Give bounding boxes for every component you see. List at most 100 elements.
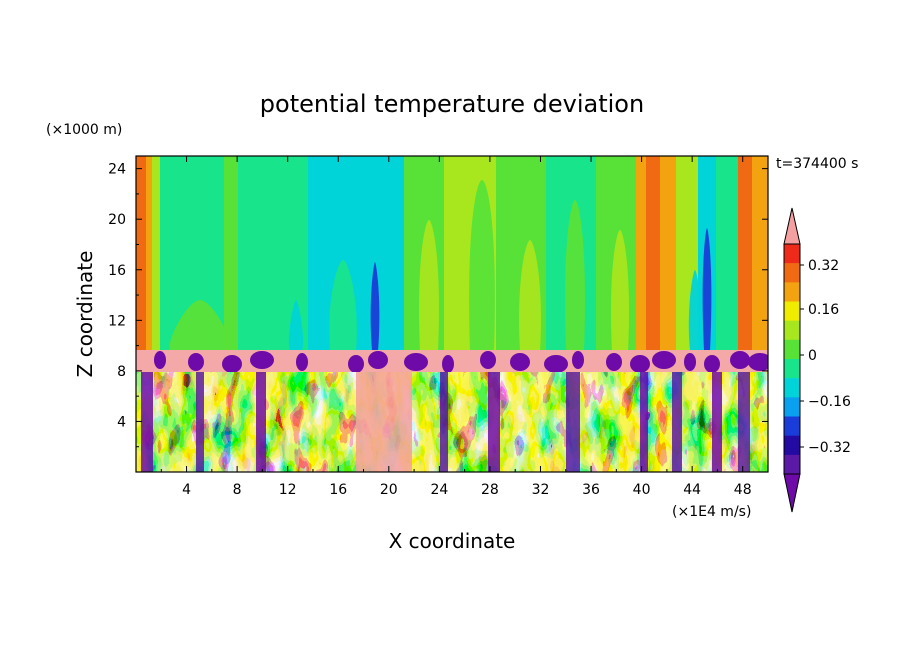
upper-column [224, 156, 239, 351]
x-tick-label: 16 [329, 482, 347, 498]
stable-blob [404, 353, 428, 371]
upper-plume [688, 270, 702, 351]
stable-blob [222, 355, 242, 373]
upper-plume [565, 200, 585, 351]
upper-plume [329, 260, 357, 351]
x-tick-label: 20 [380, 482, 398, 498]
stable-blob [250, 351, 274, 369]
y-tick-label: 4 [117, 414, 126, 430]
convective-plume [356, 372, 412, 472]
colorbar-label: 0.16 [808, 302, 839, 318]
colorbar-label: −0.16 [808, 394, 851, 410]
stable-blob [572, 351, 584, 369]
colorbar-segment [784, 435, 800, 456]
stable-blob [630, 355, 650, 373]
y-unit-label: (×1000 m) [46, 122, 122, 138]
colorbar-segment [784, 359, 800, 379]
chart-title: potential temperature deviation [260, 90, 644, 118]
upper-plume [288, 300, 304, 351]
convective-plume [566, 372, 580, 472]
stable-blob [296, 353, 308, 371]
upper-column [636, 156, 647, 351]
colorbar-label: 0.32 [808, 258, 839, 274]
plot-area [136, 156, 768, 472]
colorbar-segment [784, 320, 800, 341]
convective-plume [738, 372, 750, 472]
colorbar-segment [784, 301, 800, 321]
upper-column [646, 156, 661, 351]
colorbar-segment [784, 339, 800, 360]
x-tick-label: 8 [233, 482, 242, 498]
time-label: t=374400 s [776, 156, 858, 172]
colorbar-bottom-arrow [783, 473, 801, 513]
upper-column [752, 156, 768, 351]
upper-plume [469, 180, 495, 351]
y-tick-label: 16 [108, 263, 126, 279]
stable-blob [544, 355, 568, 373]
x-tick-label: 24 [430, 482, 448, 498]
stable-blob [188, 353, 204, 371]
y-tick-label: 24 [108, 162, 126, 178]
colorbar-segment [784, 244, 800, 264]
upper-column [660, 156, 677, 351]
colorbar-top-arrow [783, 207, 801, 245]
convective-plume [488, 372, 500, 472]
colorbar: 0.32 0.16 0 −0.16 −0.32 [783, 207, 851, 513]
upper-plume [610, 230, 630, 351]
convective-layer [136, 372, 768, 472]
stable-blob [748, 353, 768, 371]
upper-plume [370, 262, 380, 351]
y-tick-label: 12 [108, 313, 126, 329]
convective-plume [141, 372, 153, 472]
x-axis: 4 8 12 16 20 24 28 32 36 40 44 48 [160, 156, 769, 498]
colorbar-frame [783, 243, 801, 475]
colorbar-label: 0 [808, 348, 817, 364]
x-tick-label: 28 [481, 482, 499, 498]
upper-column [716, 156, 739, 351]
stable-blob [704, 355, 720, 373]
upper-plume [519, 240, 541, 351]
upper-plume [702, 228, 712, 351]
stable-blob [442, 355, 454, 373]
stable-blob [348, 355, 364, 373]
x-tick-label: 40 [633, 482, 651, 498]
colorbar-segment [784, 416, 800, 436]
y-tick-label: 8 [117, 364, 126, 380]
upper-column [146, 156, 153, 351]
upper-plume [419, 220, 439, 351]
x-tick-label: 44 [683, 482, 701, 498]
colorbar-segment [784, 263, 800, 283]
x-unit-label: (×1E4 m/s) [672, 504, 751, 520]
convective-plume [672, 372, 682, 472]
plot-frame [135, 155, 769, 473]
y-axis-label: Z coordinate [73, 251, 97, 378]
colorbar-segment [784, 397, 800, 417]
convective-plume [640, 372, 648, 472]
y-axis: 4 8 12 16 20 24 [108, 162, 768, 448]
stable-blob [652, 351, 676, 369]
upper-layer [136, 156, 768, 368]
colorbar-segment [784, 454, 800, 475]
x-axis-label: X coordinate [389, 529, 516, 553]
stable-blob [368, 351, 388, 369]
colorbar-label: −0.32 [808, 440, 851, 456]
convective-plume [196, 372, 204, 472]
x-tick-label: 48 [734, 482, 752, 498]
stable-blob [606, 353, 622, 371]
stable-blob [510, 353, 530, 371]
convective-plume [440, 372, 448, 472]
colorbar-segment [784, 282, 800, 302]
stable-blob [154, 351, 166, 369]
upper-plume [169, 300, 231, 351]
x-tick-label: 36 [582, 482, 600, 498]
convective-plumes [141, 372, 750, 472]
convective-plume [256, 372, 266, 472]
stable-blob [684, 353, 696, 371]
stable-blob [480, 351, 496, 369]
upper-column [152, 156, 161, 351]
stable-blob [730, 351, 750, 369]
x-tick-label: 12 [279, 482, 297, 498]
stable-layer-blobs [154, 351, 768, 373]
y-tick-label: 20 [108, 212, 126, 228]
